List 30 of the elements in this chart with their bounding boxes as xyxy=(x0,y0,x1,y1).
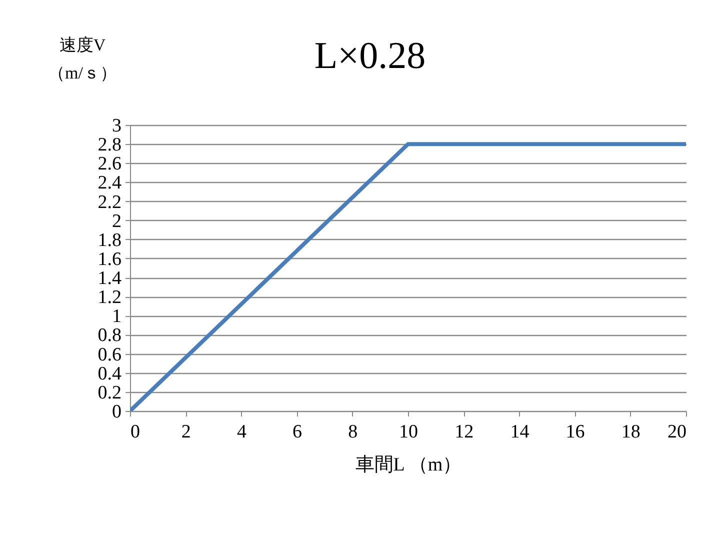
x-tick-label: 14 xyxy=(510,422,530,442)
x-tick-label: 10 xyxy=(399,422,418,442)
y-tick-label: 1.2 xyxy=(98,287,122,308)
x-tick-label: 20 xyxy=(668,422,686,442)
x-tick-label: 4 xyxy=(236,422,247,442)
y-tick-label: 0.4 xyxy=(98,363,122,384)
y-axis-title: 速度V （m/ｓ） xyxy=(48,36,117,82)
y-tick-label: 0 xyxy=(112,402,122,422)
chart-title: L×0.28 xyxy=(314,35,426,77)
y-tick-label: 1.8 xyxy=(98,230,122,251)
y-tick-label: 2.8 xyxy=(98,134,122,156)
y-tick-label: 2.2 xyxy=(98,192,122,213)
y-tick-label: 0.2 xyxy=(98,382,122,404)
y-tick-label: 3 xyxy=(112,116,122,136)
y-tick-label: 0.8 xyxy=(98,325,122,346)
y-tick-label: 2.6 xyxy=(98,154,122,175)
x-tick-label: 8 xyxy=(348,422,358,442)
y-tick-label: 0.6 xyxy=(98,344,122,366)
x-tick-label: 6 xyxy=(292,422,302,442)
y-tick-label: 2 xyxy=(112,210,122,232)
x-tick-label: 18 xyxy=(621,422,640,442)
x-tick-label: 2 xyxy=(181,422,191,442)
y-tick-label: 1.6 xyxy=(98,248,122,270)
x-tick-label: 12 xyxy=(454,422,474,442)
x-tick-label: 0 xyxy=(130,422,140,442)
x-axis-title: 車間L （m） xyxy=(355,454,462,476)
y-tick-label: 1.4 xyxy=(98,268,122,290)
y-tick-label: 2.4 xyxy=(98,172,122,194)
x-tick-label: 16 xyxy=(566,422,585,442)
y-tick-label: 1 xyxy=(112,306,122,328)
